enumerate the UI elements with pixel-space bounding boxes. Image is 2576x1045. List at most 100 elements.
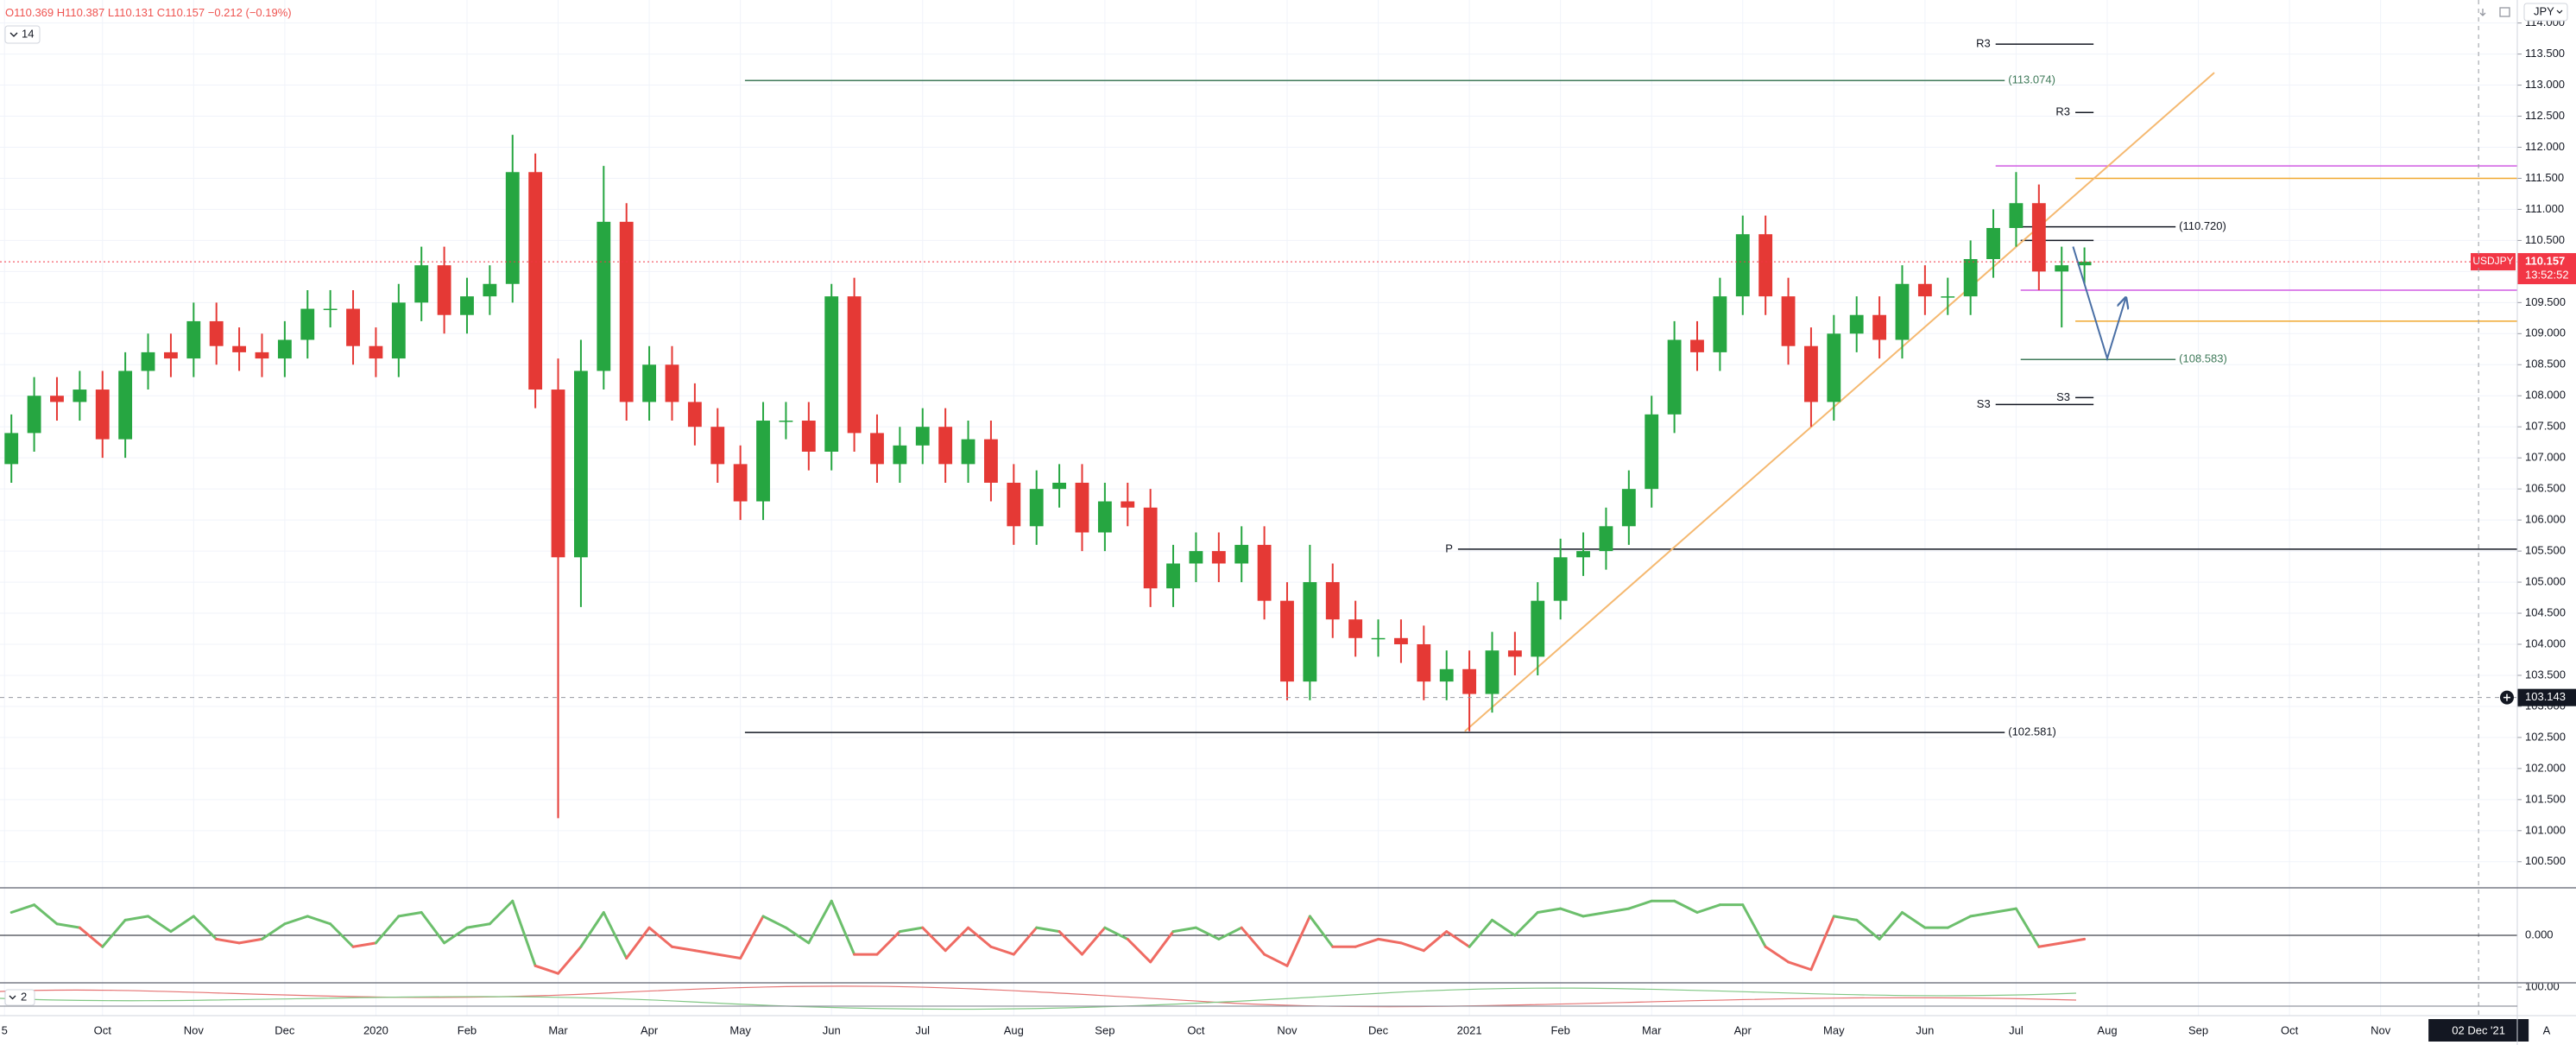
x-tick-label: Sep <box>2188 1023 2208 1036</box>
candle-body <box>893 445 907 465</box>
x-tick-label: 2020 <box>363 1023 388 1036</box>
candle-body <box>1599 526 1613 552</box>
pane-toggle[interactable]: 2 <box>4 989 35 1006</box>
candle-body <box>642 364 657 402</box>
osc-segment <box>55 922 81 929</box>
pane-toggle[interactable]: 14 <box>4 25 41 44</box>
crosshair-x-tag <box>2428 1019 2529 1042</box>
osc-segment <box>1149 930 1175 964</box>
price-tag <box>2517 253 2576 285</box>
maximize-icon[interactable] <box>2499 7 2510 17</box>
candle-body <box>346 308 360 346</box>
stochastic-line <box>0 987 2077 1010</box>
osc-segment <box>716 953 742 960</box>
osc-segment <box>1422 930 1449 953</box>
plus-icon <box>2503 694 2510 701</box>
osc-segment <box>1285 915 1311 967</box>
candle-body <box>164 352 178 359</box>
candle-body <box>1189 551 1203 564</box>
osc-segment <box>739 915 765 960</box>
osc-segment <box>192 915 218 940</box>
osc-segment <box>1855 918 1881 940</box>
osc-segment <box>123 915 150 922</box>
pane-toggle-box[interactable] <box>4 989 35 1006</box>
price-tag-label: 110.157 <box>2525 255 2565 268</box>
candle-body <box>505 172 520 284</box>
osc-segment <box>625 926 651 960</box>
x-tick-label: Mar <box>1642 1023 1662 1036</box>
chevron-icon <box>9 995 16 1000</box>
candle-body <box>1507 650 1522 657</box>
candle-body <box>4 433 19 465</box>
candle-body <box>1394 637 1408 645</box>
level-label: R3 <box>2055 105 2070 118</box>
osc-segment <box>693 949 719 956</box>
y-tick-label: 108.000 <box>2525 389 2566 402</box>
currency-button[interactable] <box>2523 3 2568 22</box>
auto-scale-button[interactable]: A <box>2543 1023 2551 1036</box>
osc-segment <box>989 945 1015 956</box>
osc-segment <box>1992 907 2017 914</box>
symbol-tag <box>2471 253 2516 271</box>
candle-body <box>277 339 292 359</box>
x-tick-label: Oct <box>1187 1023 1205 1036</box>
candle-body <box>1097 501 1112 533</box>
y-tick-label: 108.500 <box>2525 358 2566 370</box>
candle-body <box>824 296 839 452</box>
candle-body <box>1075 482 1089 533</box>
candle-body <box>1849 314 1864 334</box>
candle-body <box>232 345 247 352</box>
osc-segment <box>397 911 423 918</box>
osc-segment <box>1559 907 1585 918</box>
candle-body <box>1280 600 1294 682</box>
osc-segment <box>602 911 628 960</box>
osc-segment <box>875 930 901 956</box>
candle-body <box>2009 203 2024 229</box>
osc-segment <box>1058 930 1083 956</box>
download-icon[interactable] <box>2479 9 2486 16</box>
osc-segment <box>921 926 947 953</box>
osc-segment <box>1900 911 1927 929</box>
toolbar: JPY <box>2479 3 2568 22</box>
candle-body <box>1941 296 1955 298</box>
y-tick-label: 110.500 <box>2525 233 2565 246</box>
stoch-tick-label: 100.00 <box>2525 979 2560 992</box>
y-tick-label: 101.000 <box>2525 823 2566 836</box>
candle-body <box>2031 203 2046 272</box>
x-tick-label: May <box>729 1023 751 1036</box>
osc-segment <box>78 926 104 948</box>
osc-segment <box>1468 918 1493 948</box>
osc-segment <box>488 899 515 926</box>
osc-segment <box>898 926 925 934</box>
osc-segment <box>1832 915 1859 922</box>
candle-body <box>1234 544 1249 564</box>
candle-body <box>1007 482 1021 527</box>
osc-segment <box>2060 937 2087 945</box>
candle-body <box>1576 551 1590 558</box>
candle-body <box>1735 234 1750 297</box>
y-tick-label: 113.500 <box>2525 47 2565 60</box>
candle-body <box>1052 482 1067 490</box>
candle-body <box>733 464 748 502</box>
osc-segment <box>1308 915 1335 948</box>
osc-segment <box>237 937 263 945</box>
x-tick-label: Sep <box>1095 1023 1114 1036</box>
osc-segment <box>1035 926 1061 934</box>
candle-body <box>141 352 155 371</box>
osc-segment <box>647 926 673 948</box>
candle-body <box>186 320 201 359</box>
osc-segment <box>443 926 469 945</box>
candle-body <box>391 302 406 359</box>
x-tick-label: Jun <box>823 1023 841 1036</box>
pane-toggle-box[interactable] <box>4 25 41 44</box>
ohlc-legend: O110.369 H110.387 L110.131 C110.157 −0.2… <box>5 6 292 19</box>
candle-body <box>1553 557 1568 601</box>
candle-body <box>1917 283 1932 297</box>
osc-segment <box>784 926 811 945</box>
candle-body <box>323 308 338 311</box>
candle-body <box>870 433 884 465</box>
candle-body <box>1531 600 1545 657</box>
y-tick-label: 112.000 <box>2525 140 2565 153</box>
